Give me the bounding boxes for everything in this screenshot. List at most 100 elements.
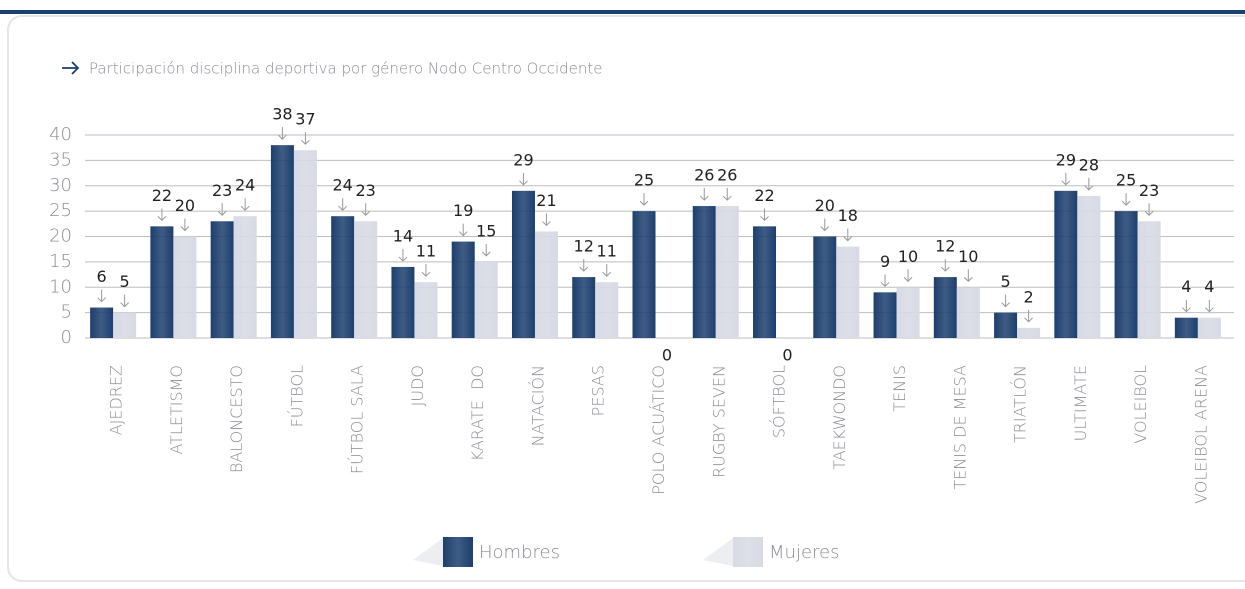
- label-arrow: [421, 264, 431, 277]
- x-tick-label: BALONCESTO: [227, 365, 246, 473]
- y-tick-label: 10: [49, 276, 72, 297]
- bar: [1197, 317, 1221, 338]
- legend-swatch: [733, 537, 763, 567]
- label-arrow: [338, 198, 348, 211]
- bar: [813, 236, 837, 338]
- value-label: 22: [152, 186, 172, 205]
- bar: [1054, 190, 1078, 338]
- label-arrow: [1061, 172, 1071, 186]
- x-tick-label: RUGBY SEVEN: [709, 365, 728, 478]
- value-label: 21: [536, 191, 556, 210]
- y-tick-label: 40: [49, 124, 72, 145]
- label-arrow: [1144, 203, 1154, 216]
- bar: [451, 241, 475, 338]
- bar: [511, 190, 535, 338]
- value-label: 26: [717, 166, 737, 185]
- value-label: 24: [235, 176, 255, 195]
- value-label: 0: [662, 346, 672, 365]
- label-arrow: [760, 208, 769, 222]
- bar: [1017, 327, 1041, 338]
- x-tick-label: ULTIMATE: [1071, 365, 1090, 441]
- bar: [391, 266, 415, 338]
- x-tick-label: VOLEIBOL: [1131, 365, 1150, 444]
- bar: [1174, 317, 1198, 338]
- legend-swatch: [443, 537, 473, 567]
- bar: [354, 221, 378, 338]
- value-label: 11: [597, 242, 617, 261]
- bar: [836, 246, 860, 338]
- label-arrow: [1121, 193, 1131, 206]
- x-tick-label: KARATE DO: [468, 365, 487, 461]
- bar: [1114, 211, 1138, 338]
- value-label: 12: [935, 237, 955, 256]
- value-label: 12: [574, 237, 594, 256]
- y-tick-label: 35: [49, 149, 72, 170]
- y-tick-label: 30: [49, 175, 72, 196]
- value-label: 23: [212, 181, 232, 200]
- x-tick-label: POLO ACUÁTICO: [649, 365, 668, 495]
- value-label: 11: [416, 242, 436, 261]
- bar: [753, 226, 777, 338]
- value-label: 9: [880, 252, 890, 271]
- label-arrow: [722, 188, 732, 201]
- label-arrow: [1001, 294, 1010, 308]
- value-label: 20: [175, 196, 195, 215]
- value-label: 38: [272, 105, 292, 124]
- x-tick-label: TENIS: [890, 365, 909, 412]
- bar: [1077, 195, 1101, 338]
- value-label: 24: [333, 176, 353, 195]
- bar: [113, 312, 137, 338]
- value-label: 10: [898, 247, 918, 266]
- x-tick-label: NATACIÓN: [528, 365, 547, 446]
- value-label: 20: [815, 196, 835, 215]
- subtitle-arrow: [62, 61, 80, 75]
- label-arrow: [699, 188, 709, 201]
- value-label: 6: [97, 267, 107, 286]
- label-arrow: [519, 172, 528, 186]
- y-tick-label: 0: [61, 327, 72, 348]
- value-label: 22: [754, 186, 774, 205]
- label-arrow: [579, 259, 589, 272]
- y-tick-label: 5: [61, 302, 72, 323]
- bar: [293, 150, 317, 338]
- y-tick-label: 20: [49, 226, 72, 247]
- label-arrow: [361, 203, 371, 216]
- label-arrow: [1205, 299, 1214, 313]
- bar: [873, 292, 897, 338]
- value-label: 25: [1116, 171, 1136, 190]
- bar: [715, 206, 739, 338]
- x-tick-label: JUDO: [408, 365, 427, 406]
- value-label: 2: [1023, 287, 1033, 306]
- label-arrow: [1084, 177, 1094, 191]
- value-label: 26: [694, 166, 714, 185]
- y-tick-label: 25: [49, 200, 72, 221]
- card: [7, 15, 1245, 582]
- value-label: 37: [295, 110, 315, 129]
- x-tick-label: FÚTBOL: [287, 365, 306, 427]
- label-arrow: [940, 259, 950, 272]
- label-arrow: [458, 223, 468, 237]
- label-arrow: [903, 269, 913, 282]
- bar: [956, 287, 980, 338]
- bar: [233, 216, 257, 338]
- x-tick-label: TAEKWONDO: [830, 365, 849, 470]
- label-arrow: [1182, 299, 1191, 313]
- bar: [933, 277, 957, 338]
- value-label: 15: [476, 221, 496, 240]
- label-arrow: [157, 208, 167, 222]
- value-label: 28: [1079, 155, 1099, 174]
- bar: [994, 312, 1018, 338]
- label-arrow: [278, 127, 287, 140]
- x-tick-label: TRIATLÓN: [1011, 365, 1030, 443]
- bar: [896, 287, 920, 338]
- label-arrow: [843, 228, 853, 242]
- label-arrow: [963, 269, 973, 282]
- bar: [210, 221, 234, 338]
- label-arrow: [880, 274, 890, 288]
- value-label: 29: [1056, 150, 1076, 169]
- label-arrow: [97, 289, 106, 303]
- x-tick-label: PESAS: [589, 365, 608, 416]
- x-tick-label: FÚTBOL SALA: [348, 365, 367, 474]
- x-tick-label: AJEDREZ: [107, 365, 126, 435]
